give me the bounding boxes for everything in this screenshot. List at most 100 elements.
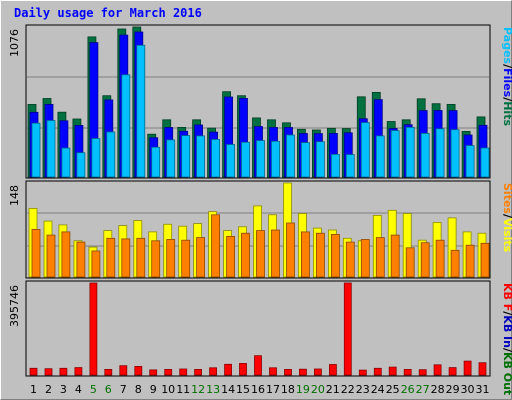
x-tick-label: 31 [476,383,490,396]
x-tick-label: 23 [356,383,370,396]
bar-kb-f-day-10 [164,368,173,376]
x-tick-label: 12 [191,383,205,396]
bar-kb-f-day-19 [298,368,307,376]
legend-item: Files [501,68,512,98]
bar-kb-f-day-12 [194,368,203,376]
bar-kb-f-day-3 [59,367,68,376]
x-tick-label: 13 [206,383,220,396]
bar-sites-day-10 [166,239,176,278]
bar-kb-f-day-27 [418,369,427,376]
bar-pages-day-17 [271,140,280,178]
bar-sites-day-19 [300,231,310,278]
legend-item: Hits [501,101,512,126]
bar-pages-day-19 [300,142,310,178]
bar-sites-day-29 [450,249,460,278]
bar-sites-day-12 [196,237,206,278]
x-tick-label: 22 [341,383,355,396]
x-tick-label: 29 [446,383,460,396]
legend-bottom: KB F/KB In/KB Out [501,283,512,395]
bar-kb-f-day-7 [119,365,128,376]
bar-kb-f-day-13 [209,367,218,376]
bar-pages-day-18 [286,134,295,178]
bar-pages-day-8 [136,44,146,178]
x-tick-label: 18 [281,383,295,396]
bar-kb-f-day-18 [284,368,292,376]
bar-pages-day-4 [76,152,86,178]
x-tick-label: 17 [266,383,280,396]
bar-pages-day-11 [181,135,191,178]
bar-kb-f-day-22 [343,282,352,376]
bar-sites-day-5 [91,250,101,278]
bar-kb-f-day-31 [478,362,487,376]
bar-pages-day-3 [61,147,71,178]
x-tick-label: 5 [90,383,97,396]
legend-top: Pages/Files/Hits [501,27,512,126]
legend-separator: / [501,348,512,353]
bar-kb-f-day-11 [179,368,188,376]
bar-sites-day-24 [375,237,385,278]
bar-sites-day-23 [360,239,370,278]
bar-pages-day-23 [360,122,370,178]
bar-kb-f-day-26 [403,368,412,376]
legend-separator: / [501,64,512,69]
bar-sites-day-16 [256,230,265,278]
bar-sites-day-3 [61,231,71,278]
bar-kb-f-day-23 [358,369,367,376]
bar-sites-day-14 [226,235,236,278]
bar-pages-day-16 [256,140,265,178]
bar-pages-day-7 [121,74,131,178]
bar-pages-day-20 [315,141,325,178]
x-tick-label: 30 [461,383,475,396]
bar-pages-day-9 [151,146,161,178]
bar-sites-day-27 [420,242,430,278]
bar-kb-f-day-17 [269,367,277,376]
legend-item: Visits [501,218,512,253]
bar-pages-day-21 [330,153,340,178]
x-tick-label: 24 [371,383,385,396]
bar-kb-f-day-29 [448,367,457,376]
bar-kb-f-day-25 [388,366,397,376]
x-tick-label: 15 [236,383,250,396]
bar-kb-f-day-2 [44,368,53,376]
bar-kb-f-day-8 [134,365,143,376]
x-tick-label: 10 [161,383,175,396]
bar-sites-day-30 [465,244,475,278]
bar-pages-day-31 [480,147,490,178]
x-tick-label: 20 [311,383,325,396]
bar-pages-day-2 [46,120,56,178]
x-tick-label: 3 [60,383,67,396]
bar-pages-day-26 [405,127,415,178]
bar-kb-f-day-15 [239,362,247,376]
x-tick-label: 4 [75,383,82,396]
bar-sites-day-8 [136,237,146,278]
chart-title: Daily usage for March 2016 [14,6,202,20]
x-tick-label: 19 [296,383,310,396]
bar-kb-f-day-30 [463,360,472,376]
bar-sites-day-15 [241,232,250,278]
legend-item: KB Out [501,352,512,395]
bar-sites-day-13 [211,214,221,278]
bar-pages-day-13 [211,139,221,178]
legend-separator: / [501,311,512,316]
bar-sites-day-18 [286,222,295,278]
bar-kb-f-day-9 [149,369,158,376]
bar-pages-day-5 [91,138,101,178]
x-tick-label: 2 [45,383,52,396]
legend-item: Sites [501,183,512,214]
bar-sites-day-31 [480,242,490,278]
bar-kb-f-day-21 [328,364,337,376]
bar-pages-day-1 [31,122,41,178]
x-tick-label: 26 [401,383,415,396]
bar-pages-day-27 [420,132,430,178]
bar-pages-day-6 [106,131,116,178]
bar-pages-day-12 [196,135,206,178]
bar-kb-f-day-24 [373,367,382,376]
x-tick-label: 11 [176,383,190,396]
bar-sites-day-2 [46,234,56,278]
axis-max-top: 1076 [8,29,21,57]
x-tick-label: 1 [30,383,37,396]
legend-separator: / [501,97,512,102]
bar-sites-day-6 [106,237,116,278]
x-tick-label: 27 [416,383,430,396]
